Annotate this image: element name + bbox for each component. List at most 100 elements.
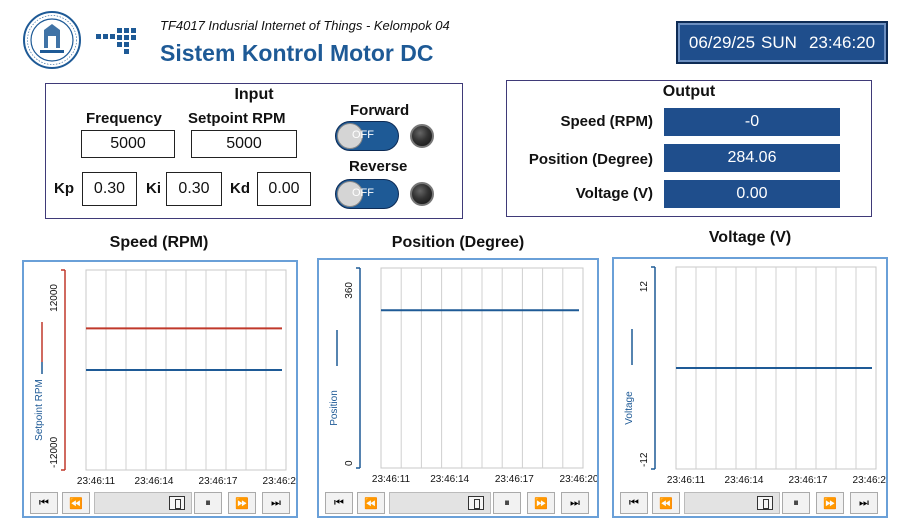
output-panel: Output Speed (RPM) -0 Position (Degree) … bbox=[506, 80, 872, 217]
speed-output-value: -0 bbox=[664, 108, 840, 136]
x-tick-label: 23:46:11 bbox=[667, 475, 706, 486]
x-tick-label: 23:46:17 bbox=[789, 475, 828, 486]
rewind-icon: ⏪ bbox=[659, 497, 673, 510]
pause-button[interactable]: ⏸ bbox=[194, 492, 222, 514]
y-axis-label: Position bbox=[329, 390, 340, 426]
position-chart: 360 0 Position 23:46:11 23:46:14 23:46:17 23:4… bbox=[317, 258, 599, 518]
reverse-toggle-state: OFF bbox=[352, 187, 374, 199]
x-tick-label: 23:46:20 bbox=[853, 475, 886, 486]
output-panel-title: Output bbox=[662, 83, 716, 100]
date-text: 06/29/25 bbox=[688, 32, 756, 52]
skip-end-button[interactable]: ⏭ bbox=[850, 492, 878, 514]
x-tick-label: 23:46:14 bbox=[725, 475, 764, 486]
fast-forward-button[interactable]: ⏩ bbox=[816, 492, 844, 514]
frequency-input[interactable]: 5000 bbox=[81, 130, 175, 158]
pause-icon: ⏸ bbox=[205, 496, 211, 509]
page-title: Sistem Kontrol Motor DC bbox=[160, 40, 434, 66]
scroll-thumb-icon[interactable] bbox=[757, 496, 773, 510]
speed-chart-plot: 12000 -12000 Setpoint RPM 23:46:11 23:46:14 2… bbox=[34, 269, 296, 487]
course-subtitle: TF4017 Indusrial Internet of Things - Ke… bbox=[160, 18, 450, 33]
forward-toggle-state: OFF bbox=[352, 129, 374, 141]
skip-start-button[interactable]: ⏮ bbox=[325, 492, 353, 514]
rewind-icon: ⏪ bbox=[364, 497, 378, 510]
frequency-label: Frequency bbox=[86, 110, 162, 127]
voltage-chart: 12 -12 Voltage 23:46:11 23:46:14 23:46:17 23:4… bbox=[612, 257, 888, 518]
speed-chart-title: Speed (RPM) bbox=[109, 234, 209, 251]
x-tick-label: 23:46:20 bbox=[560, 474, 597, 485]
voltage-chart-plot: 12 -12 Voltage 23:46:11 23:46:14 23:46:17 23:4… bbox=[624, 266, 886, 486]
skip-start-icon: ⏮ bbox=[334, 496, 344, 509]
y-axis-label: Setpoint RPM bbox=[34, 379, 45, 441]
forward-indicator-led bbox=[410, 124, 434, 148]
reverse-toggle[interactable]: OFF bbox=[335, 179, 399, 209]
scroll-track[interactable] bbox=[684, 492, 780, 514]
rewind-button[interactable]: ⏪ bbox=[357, 492, 385, 514]
speed-output-label: Speed (RPM) bbox=[560, 113, 653, 130]
y-tick-label: 12000 bbox=[49, 284, 60, 312]
kp-input[interactable]: 0.30 bbox=[82, 172, 137, 206]
y-tick-label: -12 bbox=[639, 452, 650, 467]
x-tick-label: 23:46:17 bbox=[199, 476, 238, 487]
y-axis-label: Voltage bbox=[624, 391, 635, 425]
pause-button[interactable]: ⏸ bbox=[782, 492, 810, 514]
input-panel: Input Frequency 5000 Setpoint RPM 5000 K… bbox=[45, 83, 463, 219]
x-tick-label: 23:46:11 bbox=[372, 474, 411, 485]
speed-chart-navbar: ⏮ ⏪ ⏸ ⏩ ⏭ bbox=[30, 492, 292, 514]
y-tick-label: -12000 bbox=[49, 436, 60, 468]
kd-input[interactable]: 0.00 bbox=[257, 172, 311, 206]
skip-start-icon: ⏮ bbox=[39, 496, 49, 509]
skip-end-button[interactable]: ⏭ bbox=[561, 492, 589, 514]
toggle-knob bbox=[337, 181, 363, 207]
scroll-track[interactable] bbox=[389, 492, 491, 514]
forward-label: Forward bbox=[350, 102, 410, 119]
university-seal-icon bbox=[23, 11, 81, 69]
kd-label: Kd bbox=[230, 180, 250, 197]
reverse-label: Reverse bbox=[349, 158, 408, 175]
speed-chart: 12000 -12000 Setpoint RPM 23:46:11 23:46:14 2… bbox=[22, 260, 298, 518]
skip-start-button[interactable]: ⏮ bbox=[30, 492, 58, 514]
ki-label: Ki bbox=[146, 180, 161, 197]
skip-end-button[interactable]: ⏭ bbox=[262, 492, 290, 514]
pause-icon: ⏸ bbox=[504, 496, 510, 509]
fast-forward-icon: ⏩ bbox=[235, 497, 249, 510]
rewind-button[interactable]: ⏪ bbox=[652, 492, 680, 514]
setpoint-rpm-label: Setpoint RPM bbox=[188, 110, 286, 127]
reverse-indicator-led bbox=[410, 182, 434, 206]
skip-end-icon: ⏭ bbox=[271, 496, 281, 509]
position-output-label: Position (Degree) bbox=[528, 151, 653, 168]
fast-forward-icon: ⏩ bbox=[823, 497, 837, 510]
position-output-value: 284.06 bbox=[664, 144, 840, 172]
setpoint-rpm-input[interactable]: 5000 bbox=[191, 130, 297, 158]
day-text: SUN bbox=[761, 32, 797, 52]
fast-forward-button[interactable]: ⏩ bbox=[228, 492, 256, 514]
scroll-track[interactable] bbox=[94, 492, 192, 514]
time-text: 23:46:20 bbox=[808, 32, 876, 52]
pause-icon: ⏸ bbox=[793, 496, 799, 509]
rewind-button[interactable]: ⏪ bbox=[62, 492, 90, 514]
forward-toggle[interactable]: OFF bbox=[335, 121, 399, 151]
position-chart-title: Position (Degree) bbox=[391, 234, 525, 251]
kp-label: Kp bbox=[54, 180, 74, 197]
skip-end-icon: ⏭ bbox=[570, 496, 580, 509]
position-chart-plot: 360 0 Position 23:46:11 23:46:14 23:46:17 23:4… bbox=[329, 267, 597, 485]
y-tick-label: 0 bbox=[344, 460, 355, 466]
ki-input[interactable]: 0.30 bbox=[166, 172, 222, 206]
skip-start-button[interactable]: ⏮ bbox=[620, 492, 648, 514]
fast-forward-button[interactable]: ⏩ bbox=[527, 492, 555, 514]
skip-end-icon: ⏭ bbox=[859, 496, 869, 509]
scroll-thumb-icon[interactable] bbox=[169, 496, 185, 510]
rewind-icon: ⏪ bbox=[69, 497, 83, 510]
fast-forward-icon: ⏩ bbox=[534, 497, 548, 510]
x-tick-label: 23:46:11 bbox=[77, 476, 116, 487]
skip-start-icon: ⏮ bbox=[629, 496, 639, 509]
voltage-chart-title: Voltage (V) bbox=[708, 229, 792, 246]
pause-button[interactable]: ⏸ bbox=[493, 492, 521, 514]
scroll-thumb-icon[interactable] bbox=[468, 496, 484, 510]
input-panel-title: Input bbox=[234, 86, 274, 103]
datetime-display: 06/29/25 SUN 23:46:20 bbox=[676, 21, 888, 64]
network-dots-icon bbox=[96, 28, 136, 54]
x-tick-label: 23:46:17 bbox=[495, 474, 534, 485]
x-tick-label: 23:46:14 bbox=[135, 476, 174, 487]
voltage-output-label: Voltage (V) bbox=[575, 185, 653, 202]
